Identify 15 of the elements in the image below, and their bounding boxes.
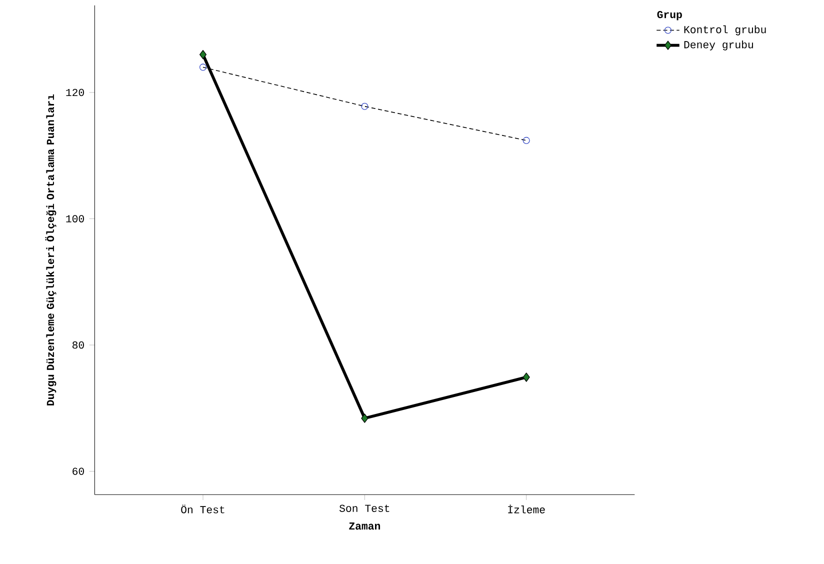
point [522, 372, 530, 382]
legend-title: Grup [657, 10, 682, 20]
x-axis-title: Zaman [349, 522, 380, 530]
legend-label: Deney grubu [684, 40, 753, 50]
point [199, 50, 207, 60]
legend-label: Kontrol grubu [684, 25, 766, 36]
y-tick-label: 80 [72, 341, 84, 349]
y-tick-label: 60 [72, 468, 84, 475]
x-tick-label: İzleme [508, 504, 545, 514]
point [361, 414, 368, 423]
x-tick-label: Son Test [339, 504, 390, 512]
y-tick-label: 100 [66, 215, 84, 222]
y-axis-title: Duygu Düzenleme Güçlükleri Ölçeği Ortalama Puanları [45, 94, 56, 406]
y-tick-label: 120 [66, 88, 84, 96]
x-tick-label: Ön Test [181, 504, 224, 514]
